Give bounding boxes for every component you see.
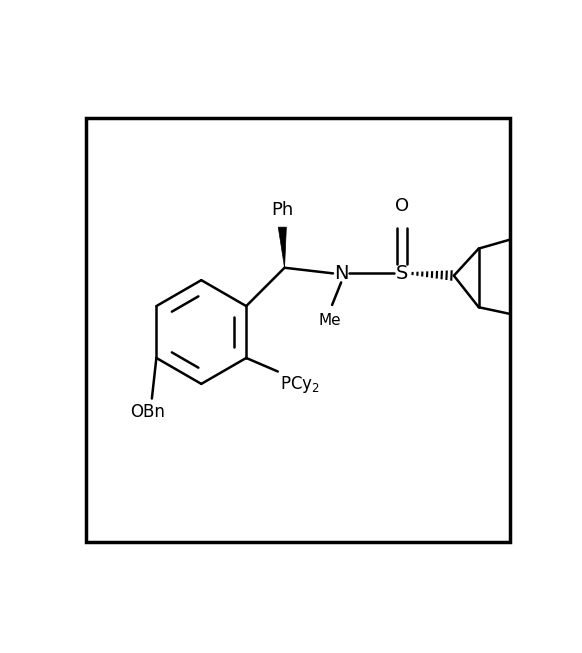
Text: N: N <box>334 264 349 283</box>
Text: O: O <box>395 197 409 215</box>
Text: PCy$_2$: PCy$_2$ <box>280 374 320 395</box>
Polygon shape <box>278 227 286 268</box>
Text: Me: Me <box>318 313 341 328</box>
Text: S: S <box>396 264 408 283</box>
Text: Ph: Ph <box>271 201 293 219</box>
Text: OBn: OBn <box>130 403 165 421</box>
